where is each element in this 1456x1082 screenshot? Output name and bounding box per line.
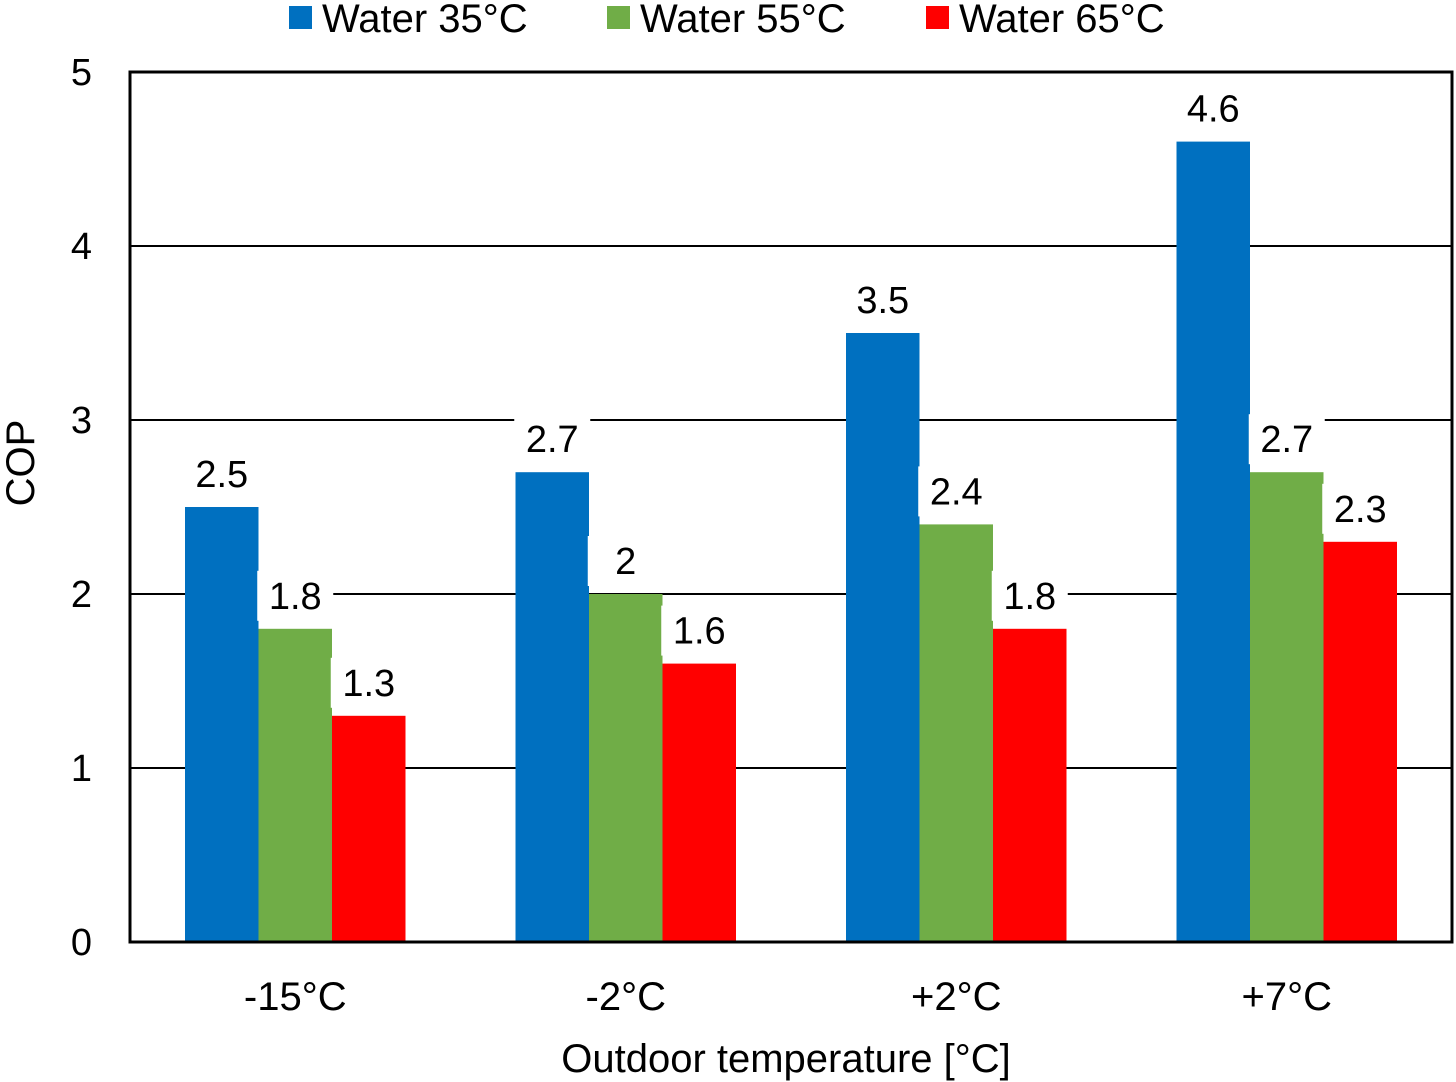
data-label: 2.7 bbox=[1260, 419, 1313, 461]
legend-swatch-3 bbox=[926, 6, 949, 29]
data-label: 1.6 bbox=[673, 611, 726, 653]
data-label-bg bbox=[1175, 83, 1252, 134]
x-tick-label: +7°C bbox=[1242, 975, 1333, 1019]
bar-series-1-1 bbox=[185, 507, 259, 942]
bar-series-3-3 bbox=[993, 628, 1067, 942]
data-label: 1.8 bbox=[1003, 576, 1056, 618]
data-label-bg bbox=[514, 414, 591, 465]
data-label: 2.5 bbox=[195, 454, 248, 496]
data-label-bg bbox=[587, 536, 664, 586]
data-label: 2.7 bbox=[526, 419, 579, 461]
x-axis-ticks: -15°C -2°C +2°C +7°C bbox=[244, 975, 1332, 1019]
data-label-bg bbox=[991, 570, 1068, 621]
data-label: 2.3 bbox=[1334, 489, 1387, 531]
bar-series-2-2 bbox=[589, 594, 663, 942]
data-label-bg bbox=[661, 605, 738, 656]
data-label: 1.3 bbox=[342, 663, 395, 705]
data-label: 2 bbox=[615, 541, 636, 583]
y-axis-ticks: 0 1 2 3 4 5 bbox=[71, 52, 92, 964]
y-tick-label: 0 bbox=[71, 922, 92, 964]
data-label: 4.6 bbox=[1187, 89, 1240, 131]
x-tick-label: -15°C bbox=[244, 975, 347, 1019]
data-label: 2.4 bbox=[930, 471, 983, 513]
data-label-bg bbox=[1322, 483, 1399, 534]
data-label-bg bbox=[257, 570, 334, 621]
bars bbox=[185, 141, 1397, 943]
bar-series-1-4 bbox=[1176, 141, 1250, 943]
x-tick-label: +2°C bbox=[911, 975, 1002, 1019]
bar-series-3-1 bbox=[332, 715, 406, 942]
data-label-bg bbox=[844, 275, 921, 325]
legend-label-3: Water 65°C bbox=[959, 0, 1165, 41]
x-tick-label: -2°C bbox=[586, 975, 666, 1019]
y-tick-label: 3 bbox=[71, 400, 92, 442]
data-label: 3.5 bbox=[856, 280, 909, 322]
data-labels: 2.5 1.8 1.3 2.7 2 1.6 3.5 2.4 1.8 4.6 2.7 2.3 bbox=[183, 83, 1399, 708]
legend: Water 35°C Water 55°C Water 65°C bbox=[289, 0, 1165, 41]
x-axis-title: Outdoor temperature [°C] bbox=[561, 1037, 1011, 1081]
bar-series-1-3 bbox=[846, 333, 920, 942]
bar-series-3-2 bbox=[662, 663, 736, 942]
y-tick-label: 4 bbox=[71, 226, 92, 268]
legend-swatch-1 bbox=[289, 6, 312, 29]
y-tick-label: 1 bbox=[71, 748, 92, 790]
data-label-bg bbox=[918, 466, 995, 517]
legend-label-1: Water 35°C bbox=[322, 0, 528, 41]
y-tick-label: 2 bbox=[71, 574, 92, 616]
y-tick-label: 5 bbox=[71, 52, 92, 94]
bar-series-2-1 bbox=[258, 628, 332, 942]
bar-series-2-3 bbox=[919, 524, 993, 942]
legend-label-2: Water 55°C bbox=[640, 0, 846, 41]
data-label-bg bbox=[1248, 414, 1325, 465]
bar-series-1-2 bbox=[515, 472, 589, 942]
bar-series-3-4 bbox=[1323, 541, 1397, 942]
legend-swatch-2 bbox=[607, 6, 630, 29]
data-label-bg bbox=[183, 449, 260, 499]
data-label-bg bbox=[330, 657, 407, 708]
y-axis-title: COP bbox=[0, 420, 43, 507]
plot-frame bbox=[128, 70, 1454, 944]
data-label: 1.8 bbox=[269, 576, 322, 618]
bar-series-2-4 bbox=[1250, 472, 1324, 942]
